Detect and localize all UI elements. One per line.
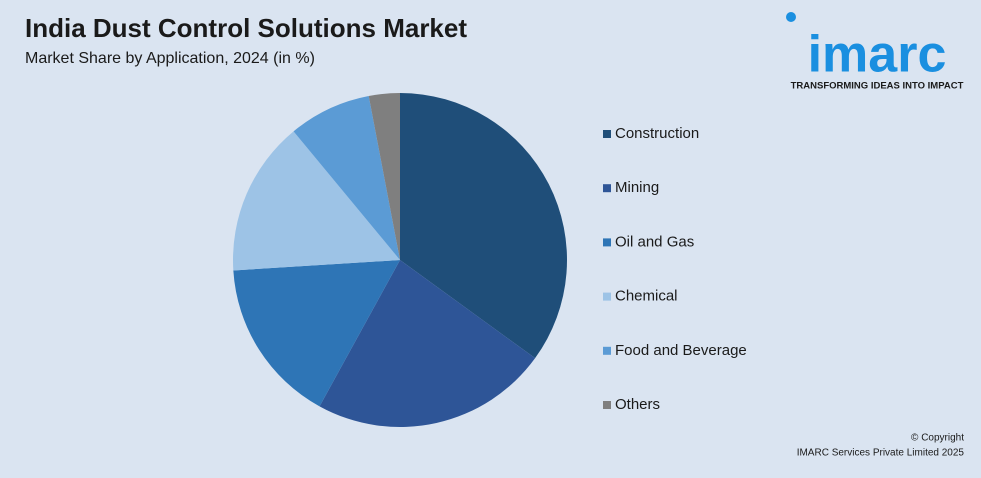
legend-label: Food and Beverage [615, 342, 747, 359]
legend-swatch [603, 292, 611, 301]
pie-slice [232, 131, 400, 271]
pie-slice [400, 93, 567, 359]
legend-label: Mining [615, 179, 659, 196]
legend-label: Oil and Gas [615, 233, 694, 250]
pie-slice [293, 95, 400, 260]
logo-dot [786, 12, 796, 22]
legend-swatch [603, 346, 611, 355]
chart-subtitle: Market Share by Application, 2024 (in %) [25, 50, 315, 67]
copyright-company: IMARC Services Private Limited 2025 [797, 448, 965, 459]
copyright: © Copyright [911, 433, 964, 444]
legend-label: Chemical [615, 288, 678, 305]
logo-tagline: TRANSFORMING IDEAS INTO IMPACT [791, 81, 964, 92]
legend-swatch [603, 130, 611, 138]
logo: imarc [808, 26, 947, 84]
legend-swatch [603, 184, 611, 193]
pie-slice [368, 93, 400, 260]
legend-label: Construction [615, 125, 699, 142]
pie-slice [319, 260, 536, 427]
pie-slice [233, 260, 400, 407]
chart-title: India Dust Control Solutions Market [25, 13, 467, 43]
legend-swatch [603, 401, 611, 409]
legend-swatch [603, 238, 611, 247]
legend-label: Others [615, 396, 660, 413]
